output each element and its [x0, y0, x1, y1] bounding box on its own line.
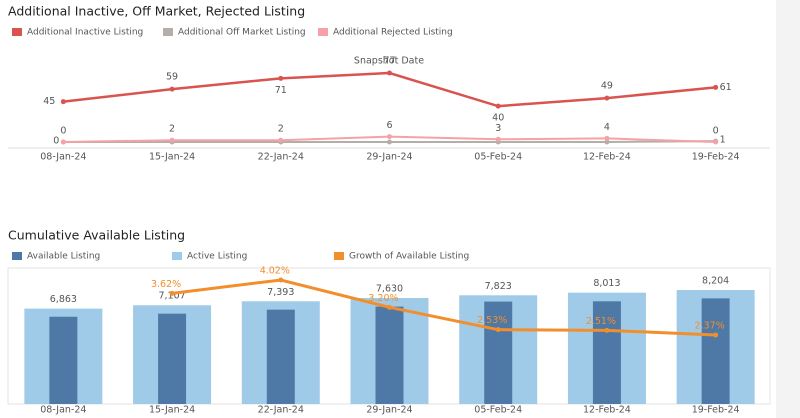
data-label: 71: [275, 85, 287, 96]
x-tick-label: 29-Jan-24: [366, 405, 412, 416]
data-label: 77: [383, 56, 395, 67]
point: [713, 332, 719, 338]
scrollbar[interactable]: [776, 0, 800, 418]
point: [169, 86, 175, 92]
point: [713, 84, 719, 90]
data-label: 61: [720, 82, 732, 93]
data-label: 3.20%: [368, 293, 398, 304]
point: [278, 137, 284, 143]
legend-label: Available Listing: [27, 252, 100, 262]
x-tick-label: 22-Jan-24: [258, 152, 304, 163]
point: [169, 137, 175, 143]
data-label: 3: [495, 123, 501, 134]
bar: [158, 313, 187, 404]
x-axis-title: Snapshot Date: [354, 56, 424, 67]
point: [387, 134, 392, 140]
legend-swatch: [172, 252, 182, 260]
point: [387, 304, 392, 310]
data-label: 3.62%: [151, 279, 181, 290]
bar: [484, 301, 513, 404]
line: [63, 71, 716, 108]
data-label: 0: [713, 126, 719, 137]
x-tick-label: 15-Jan-24: [149, 152, 195, 163]
legend-swatch: [163, 28, 173, 36]
legend-swatch: [334, 252, 344, 260]
x-tick-label: 08-Jan-24: [40, 405, 86, 416]
data-label: 7,823: [485, 281, 512, 292]
bar: [266, 309, 295, 404]
data-label: 0: [53, 136, 59, 147]
data-label: 6,863: [50, 294, 77, 305]
x-tick-label: 19-Feb-24: [692, 405, 740, 416]
point: [604, 139, 610, 145]
data-label: 7,107: [158, 291, 185, 302]
x-tick-label: 05-Feb-24: [474, 405, 522, 416]
data-label: 2: [278, 124, 284, 135]
line: [171, 278, 716, 337]
data-label: 7,630: [376, 283, 403, 294]
point: [495, 103, 501, 109]
data-label: 2.51%: [586, 316, 616, 327]
point: [60, 99, 66, 105]
x-tick-label: 15-Jan-24: [149, 405, 195, 416]
point: [495, 136, 501, 142]
data-label: 2.37%: [695, 321, 725, 332]
chart-title: Cumulative Available Listing: [8, 228, 185, 243]
x-tick-label: 12-Feb-24: [583, 405, 631, 416]
point: [169, 290, 175, 296]
point: [60, 139, 66, 145]
bar: [592, 301, 621, 404]
chart-title: Additional Inactive, Off Market, Rejecte…: [8, 4, 305, 19]
x-tick-label: 05-Feb-24: [474, 152, 522, 163]
data-label: 0: [60, 126, 66, 137]
legend-label: Growth of Available Listing: [349, 252, 469, 262]
data-label: 45: [43, 96, 55, 107]
bar: [375, 306, 404, 404]
x-tick-label: 12-Feb-24: [583, 152, 631, 163]
point: [278, 277, 284, 283]
data-label: 7,393: [267, 287, 294, 298]
point: [387, 70, 392, 76]
data-label: 1: [720, 135, 726, 146]
x-tick-label: 19-Feb-24: [692, 152, 740, 163]
point: [387, 139, 392, 145]
data-label: 2.53%: [477, 315, 507, 326]
data-label: 4: [604, 122, 610, 133]
data-label: 2: [169, 124, 175, 135]
bar: [701, 298, 730, 404]
x-tick-label: 08-Jan-24: [40, 152, 86, 163]
data-label: 49: [601, 81, 613, 92]
x-tick-label: 29-Jan-24: [366, 152, 412, 163]
legend-label: Additional Off Market Listing: [178, 28, 306, 38]
data-label: 4.02%: [260, 266, 290, 277]
point: [278, 75, 284, 81]
legend-swatch: [12, 252, 22, 260]
legend-label: Additional Rejected Listing: [333, 28, 453, 38]
bar: [49, 316, 78, 404]
x-tick-label: 22-Jan-24: [258, 405, 304, 416]
point: [495, 327, 501, 333]
point: [604, 135, 610, 141]
data-label: 6: [386, 120, 392, 131]
data-label: 59: [166, 72, 178, 83]
data-label: 8,013: [593, 278, 620, 289]
point: [713, 139, 719, 145]
point: [604, 327, 610, 333]
legend-swatch: [12, 28, 22, 36]
legend-label: Additional Inactive Listing: [27, 28, 143, 38]
data-label: 40: [492, 113, 504, 124]
data-label: 8,204: [702, 276, 729, 287]
point: [604, 95, 610, 101]
legend-swatch: [318, 28, 328, 36]
legend-label: Active Listing: [187, 252, 247, 262]
